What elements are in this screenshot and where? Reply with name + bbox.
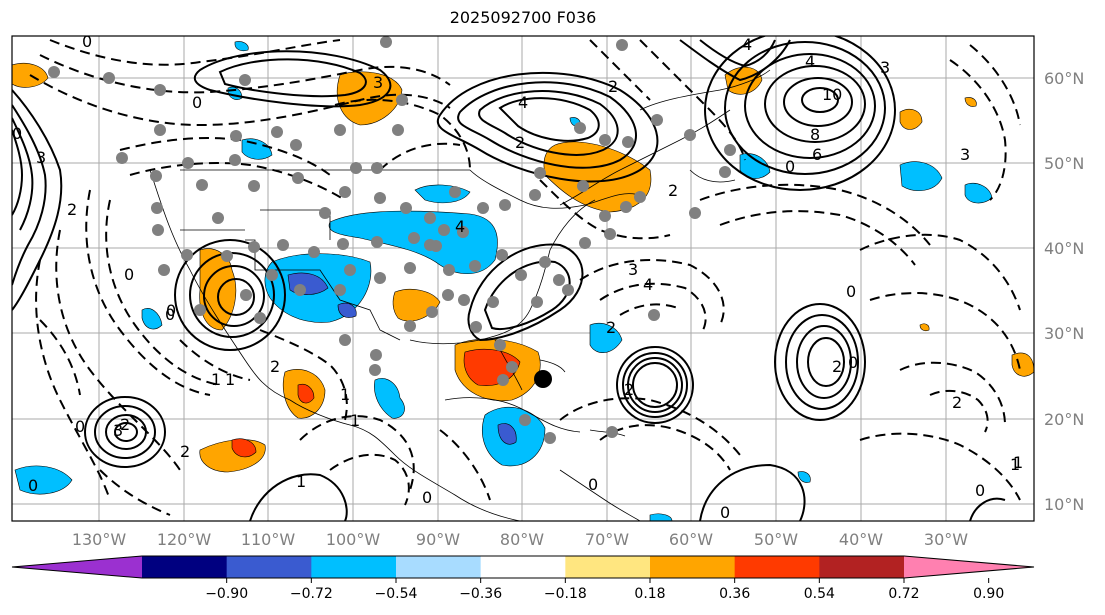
contour-label: 0 xyxy=(848,353,858,372)
storm-center-marker xyxy=(534,370,552,388)
contour-label: 0 xyxy=(166,301,176,320)
lat-label: 10°N xyxy=(1044,495,1084,514)
contour-labels: 0 3 4 2 4 4 3 10 8 6 3 4 0 0 1 2 3 0 1 2… xyxy=(12,32,1023,522)
contour-label: 0 xyxy=(192,93,202,112)
contour-label: 0 xyxy=(28,476,38,495)
lat-label: 20°N xyxy=(1044,410,1084,429)
contour-label: 2 xyxy=(606,318,616,337)
map-title: 2025092700 F036 xyxy=(449,8,597,27)
colorbar-tick-label: −0.36 xyxy=(459,586,502,602)
lon-label: 90°W xyxy=(416,530,460,549)
lon-label: 130°W xyxy=(72,530,127,549)
lon-label: 120°W xyxy=(157,530,212,549)
lon-label: 60°W xyxy=(669,530,713,549)
colorbar-tick-label: −0.72 xyxy=(290,586,333,602)
lon-label: 40°W xyxy=(839,530,883,549)
colorbar-swatch xyxy=(311,556,397,578)
contour-label: 4 xyxy=(518,93,528,112)
colorbar: −0.90 −0.72 −0.54 −0.36 −0.18 0.18 0.36 0.54 0.7… xyxy=(11,555,1035,602)
colorbar-extend-min xyxy=(12,556,142,578)
colorbar-tick-label: 0.18 xyxy=(634,586,665,602)
negative-contours xyxy=(29,39,1021,516)
contour-label: 4 xyxy=(643,275,653,294)
contour-label: 1 xyxy=(225,370,235,389)
contour-label: 0 xyxy=(588,475,598,494)
colorbar-swatch xyxy=(650,556,736,578)
colorbar-tick-label: −0.18 xyxy=(544,586,587,602)
contour-label: 1 xyxy=(350,411,360,430)
contour-label: 2 xyxy=(608,77,618,96)
colorbar-swatch xyxy=(565,556,651,578)
contour-label: 0 xyxy=(12,124,22,143)
lat-label: 40°N xyxy=(1044,239,1084,258)
lon-label: 30°W xyxy=(924,530,968,549)
contour-label: 3 xyxy=(113,421,123,440)
map-border xyxy=(11,35,1035,522)
contour-label: 1 xyxy=(340,385,350,404)
contour-label: 1 xyxy=(1010,455,1020,474)
lat-label: 50°N xyxy=(1044,154,1084,173)
contour-label: 0 xyxy=(165,305,175,324)
colorbar-tick-label: 0.54 xyxy=(804,586,835,602)
station-markers xyxy=(48,36,736,444)
contour-label: 0 xyxy=(975,481,985,500)
colorbar-tick-label: −0.54 xyxy=(375,586,418,602)
contour-label: 2 xyxy=(624,380,634,399)
contour-label: 0 xyxy=(75,417,85,436)
colorbar-swatch xyxy=(480,556,566,578)
colorbar-swatch xyxy=(226,556,312,578)
contour-label: 3 xyxy=(628,260,638,279)
colorbar-outline xyxy=(11,555,1035,579)
contour-label: 0 xyxy=(82,32,92,51)
lon-label: 50°W xyxy=(754,530,798,549)
colorbar-swatch xyxy=(734,556,820,578)
latitude-labels: 60°N 50°N 40°N 30°N 20°N 10°N xyxy=(1044,69,1084,514)
map-content: 0 3 4 2 4 4 3 10 8 6 3 4 0 0 1 2 3 0 1 2… xyxy=(12,32,1034,522)
contour-label: 1 xyxy=(296,472,306,491)
lon-label: 80°W xyxy=(500,530,544,549)
contour-label: 4 xyxy=(742,35,752,54)
lon-label: 100°W xyxy=(326,530,381,549)
contour-label: 0 xyxy=(846,282,856,301)
contour-label: 3 xyxy=(880,58,890,77)
contour-label: 2 xyxy=(952,393,962,412)
colorbar-tick-label: 0.36 xyxy=(719,586,750,602)
colorbar-extend-max xyxy=(904,556,1034,578)
contour-label: 2 xyxy=(270,357,280,376)
contour-label: 6 xyxy=(812,145,822,164)
lon-label: 70°W xyxy=(585,530,629,549)
contour-label: 3 xyxy=(373,73,383,92)
contour-label: 4 xyxy=(455,217,465,236)
colorbar-tick-label: 0.90 xyxy=(973,586,1004,602)
contour-label: 10 xyxy=(822,85,842,104)
contour-label: 2 xyxy=(515,133,525,152)
contour-label: 2 xyxy=(67,200,77,219)
contour-label: 2 xyxy=(668,181,678,200)
contour-label: 8 xyxy=(810,125,820,144)
colorbar-swatch xyxy=(142,556,228,578)
positive-contours xyxy=(12,36,1006,521)
colorbar-tick-label: −0.90 xyxy=(205,586,248,602)
contour-label: 2 xyxy=(832,357,842,376)
colorbar-swatch xyxy=(396,556,482,578)
longitude-labels: 130°W 120°W 110°W 100°W 90°W 80°W 70°W 6… xyxy=(72,530,968,549)
colorbar-swatch xyxy=(819,556,905,578)
lat-label: 60°N xyxy=(1044,69,1084,88)
contour-label: 1 xyxy=(211,370,221,389)
contour-label: 2 xyxy=(180,442,190,461)
lat-label: 30°N xyxy=(1044,324,1084,343)
contour-label: 2 xyxy=(120,415,130,434)
contour-label: 1 xyxy=(1013,453,1023,472)
colorbar-tick-label: 0.72 xyxy=(888,586,919,602)
contour-label: 3 xyxy=(960,145,970,164)
contour-label: 4 xyxy=(805,52,815,71)
contour-label: 3 xyxy=(36,148,46,167)
contour-label: 0 xyxy=(720,503,730,522)
contour-label: 0 xyxy=(422,488,432,507)
contour-label: 0 xyxy=(785,157,795,176)
contour-label: 0 xyxy=(124,265,134,284)
lon-label: 110°W xyxy=(241,530,296,549)
